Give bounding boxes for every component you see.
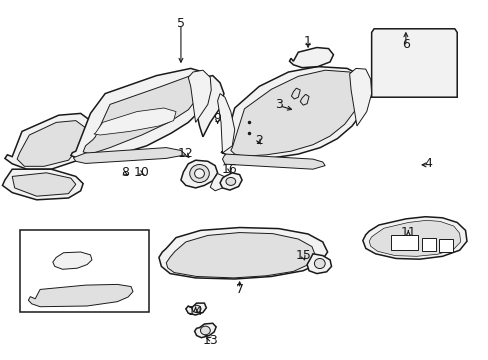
Polygon shape (291, 88, 300, 99)
Ellipse shape (314, 258, 325, 269)
Text: 7: 7 (235, 283, 243, 296)
Text: 16: 16 (222, 163, 237, 176)
Polygon shape (221, 67, 368, 159)
Text: 5: 5 (177, 17, 184, 30)
Polygon shape (300, 94, 308, 105)
Polygon shape (53, 252, 92, 269)
Polygon shape (289, 48, 333, 68)
Ellipse shape (192, 305, 201, 312)
Polygon shape (230, 70, 364, 156)
Bar (438, 239, 452, 252)
Ellipse shape (189, 165, 209, 183)
Polygon shape (349, 68, 371, 126)
Text: 9: 9 (213, 112, 221, 125)
Bar (421, 238, 435, 251)
Text: 12: 12 (178, 147, 193, 159)
Text: 4: 4 (423, 157, 431, 170)
Polygon shape (195, 76, 224, 137)
Text: 13: 13 (202, 334, 218, 347)
Ellipse shape (301, 78, 309, 86)
Polygon shape (159, 228, 327, 279)
Polygon shape (5, 113, 93, 169)
Text: 11: 11 (400, 226, 415, 239)
Ellipse shape (312, 78, 321, 86)
Text: 14: 14 (187, 305, 203, 318)
Ellipse shape (200, 326, 210, 335)
Polygon shape (17, 121, 85, 166)
Polygon shape (12, 173, 76, 196)
Polygon shape (220, 173, 242, 190)
Polygon shape (73, 148, 185, 163)
Text: 3: 3 (274, 98, 282, 111)
Polygon shape (306, 254, 331, 274)
Ellipse shape (194, 169, 204, 178)
Polygon shape (28, 284, 133, 307)
Bar (20, 230, 149, 312)
Polygon shape (194, 323, 216, 338)
Text: 1: 1 (304, 35, 311, 48)
Polygon shape (371, 29, 456, 97)
Polygon shape (83, 76, 200, 154)
Text: 8: 8 (121, 166, 128, 179)
Polygon shape (368, 220, 460, 256)
Polygon shape (362, 217, 466, 259)
Text: 10: 10 (134, 166, 149, 179)
Polygon shape (166, 233, 315, 278)
Polygon shape (71, 68, 210, 160)
Text: 6: 6 (401, 39, 409, 51)
Text: 2: 2 (255, 134, 263, 147)
Polygon shape (185, 303, 206, 315)
Ellipse shape (225, 177, 235, 185)
Bar (390, 235, 417, 250)
Polygon shape (210, 174, 225, 191)
Polygon shape (181, 160, 217, 188)
Polygon shape (2, 169, 83, 200)
Text: 15: 15 (295, 249, 310, 262)
Polygon shape (188, 70, 211, 122)
Polygon shape (217, 94, 234, 153)
Polygon shape (222, 154, 325, 169)
Polygon shape (94, 108, 176, 135)
